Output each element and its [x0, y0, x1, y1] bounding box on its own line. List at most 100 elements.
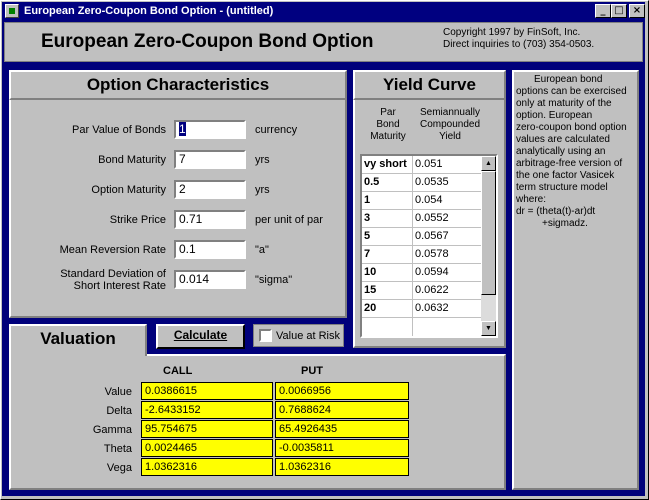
yield-curve-grid[interactable]: vy short 0.051 0.5 0.0535 1 0.054 3 0.0552 5…: [360, 154, 498, 338]
note-line: European bond: [534, 74, 603, 85]
grid-column-divider: [412, 156, 413, 336]
mean-reversion-unit: "a": [255, 244, 269, 256]
yield-column-header: Semiannually Compounded Yield: [414, 107, 486, 143]
calculate-button-label: Calculate: [173, 328, 228, 342]
app-icon[interactable]: [5, 4, 19, 18]
yield-row[interactable]: 7 0.0578: [362, 246, 482, 264]
note-line: where:: [516, 194, 547, 205]
yield-row[interactable]: 3 0.0552: [362, 210, 482, 228]
close-button[interactable]: ×: [629, 4, 645, 18]
yield-row-maturity: 5: [364, 230, 371, 242]
yield-row[interactable]: 15 0.0622: [362, 282, 482, 300]
note-line: the one factor Vasicek: [516, 170, 615, 181]
strike-price-unit: per unit of par: [255, 214, 323, 226]
bond-maturity-field[interactable]: 7: [174, 150, 246, 169]
put-column-header: PUT: [301, 365, 323, 377]
copyright: Copyright 1997 by FinSoft, Inc. Direct i…: [443, 27, 594, 51]
put-value-cell[interactable]: 0.0066956: [275, 382, 409, 400]
yield-row[interactable]: 0.5 0.0535: [362, 174, 482, 192]
inquiries-line: Direct inquiries to (703) 354-0503.: [443, 39, 595, 50]
value-row-label: Value: [104, 386, 132, 398]
std-dev-unit: "sigma": [255, 274, 293, 286]
option-maturity-field[interactable]: 2: [174, 180, 246, 199]
yield-row-maturity: 10: [364, 266, 377, 278]
yield-row-yield: 0.051: [415, 158, 443, 170]
note-panel: [512, 70, 639, 490]
title-bar[interactable]: European Zero-Coupon Bond Option - (unti…: [2, 2, 645, 20]
yield-row-maturity: 7: [364, 248, 371, 260]
call-delta-cell[interactable]: -2.6433152: [141, 401, 273, 419]
yield-row-yield: 0.0567: [415, 230, 449, 242]
call-vega-cell[interactable]: 1.0362316: [141, 458, 273, 476]
call-theta-cell[interactable]: 0.0024465: [141, 439, 273, 457]
maturity-header-line1: Par: [380, 107, 396, 118]
note-line: term structure model: [516, 182, 608, 193]
std-dev-label-line2: Short Interest Rate: [73, 280, 166, 292]
mean-reversion-label: Mean Reversion Rate: [59, 244, 166, 256]
yield-row-maturity: vy short: [364, 158, 407, 170]
yield-row-maturity: 0.5: [364, 176, 380, 188]
note-line: values are calculated: [516, 134, 610, 145]
yield-row-yield: 0.0535: [415, 176, 449, 188]
yield-row[interactable]: 20 0.0632: [362, 300, 482, 318]
put-vega-cell[interactable]: 1.0362316: [275, 458, 409, 476]
strike-price-label: Strike Price: [109, 214, 166, 226]
yield-header-line1: Semiannually: [419, 107, 481, 118]
bond-maturity-label: Bond Maturity: [98, 154, 166, 166]
value-at-risk-checkbox[interactable]: [259, 329, 272, 342]
call-gamma-cell[interactable]: 95.754675: [141, 420, 273, 438]
copyright-line: Copyright 1997 by FinSoft, Inc.: [443, 27, 581, 38]
minimize-button[interactable]: _: [595, 4, 611, 18]
yield-scrollbar[interactable]: ▲ ▼: [481, 156, 496, 336]
calculate-button[interactable]: Calculate: [156, 324, 245, 349]
maturity-header-line2: Bond: [376, 119, 400, 130]
note-text: European bond options can be exercised o…: [516, 74, 636, 230]
maturity-column-header: Par Bond Maturity: [364, 107, 412, 143]
std-dev-label: Standard Deviation of Short Interest Rat…: [20, 268, 166, 292]
call-value-cell[interactable]: 0.0386615: [141, 382, 273, 400]
value-at-risk-checkbox-group[interactable]: Value at Risk: [253, 324, 344, 347]
valuation-title: Valuation: [9, 324, 147, 356]
yield-row-yield: 0.0632: [415, 302, 449, 314]
header-panel: European Zero-Coupon Bond Option Copyrig…: [4, 22, 643, 62]
put-gamma-cell[interactable]: 65.4926435: [275, 420, 409, 438]
note-line: options can be exercised: [516, 86, 627, 97]
par-value-unit: currency: [255, 124, 298, 136]
yield-row-maturity: 1: [364, 194, 371, 206]
scroll-up-icon[interactable]: ▲: [481, 156, 496, 171]
mean-reversion-field[interactable]: 0.1: [174, 240, 246, 259]
option-panel-title: Option Characteristics: [9, 70, 347, 100]
yield-header-line2: Compounded: [419, 119, 481, 130]
note-line: option. European: [516, 110, 593, 121]
put-delta-cell[interactable]: 0.7688624: [275, 401, 409, 419]
yield-row-yield: 0.054: [415, 194, 443, 206]
note-line: dr = (theta(t)-ar)dt: [516, 206, 596, 217]
yield-row-maturity: 20: [364, 302, 377, 314]
app-title: European Zero-Coupon Bond Option: [41, 31, 374, 52]
note-line: +sigmadz.: [542, 218, 588, 229]
yield-header-line3: Yield: [439, 131, 461, 142]
put-theta-cell[interactable]: -0.0035811: [275, 439, 409, 457]
yield-row[interactable]: 10 0.0594: [362, 264, 482, 282]
yield-row-maturity: 3: [364, 212, 371, 224]
note-line: zero-coupon bond option: [516, 122, 627, 133]
maturity-header-line3: Maturity: [370, 131, 406, 142]
par-value-field[interactable]: 1: [174, 120, 246, 139]
yield-row-maturity: 15: [364, 284, 377, 296]
yield-row[interactable]: vy short 0.051: [362, 156, 482, 174]
strike-price-field[interactable]: 0.71: [174, 210, 246, 229]
gamma-row-label: Gamma: [92, 424, 132, 436]
maximize-button[interactable]: □: [611, 4, 627, 18]
scroll-down-icon[interactable]: ▼: [481, 321, 496, 336]
yield-row-yield: 0.0552: [415, 212, 449, 224]
yield-row[interactable]: 5 0.0567: [362, 228, 482, 246]
scroll-thumb[interactable]: [481, 171, 496, 295]
note-line: analytically using an: [516, 146, 606, 157]
window-title: European Zero-Coupon Bond Option - (unti…: [24, 5, 274, 17]
std-dev-label-line1: Standard Deviation of: [60, 268, 166, 280]
yield-row-empty[interactable]: [362, 318, 482, 336]
yield-row[interactable]: 1 0.054: [362, 192, 482, 210]
std-dev-field[interactable]: 0.014: [174, 270, 246, 289]
delta-row-label: Delta: [106, 405, 132, 417]
value-at-risk-label: Value at Risk: [276, 330, 340, 342]
